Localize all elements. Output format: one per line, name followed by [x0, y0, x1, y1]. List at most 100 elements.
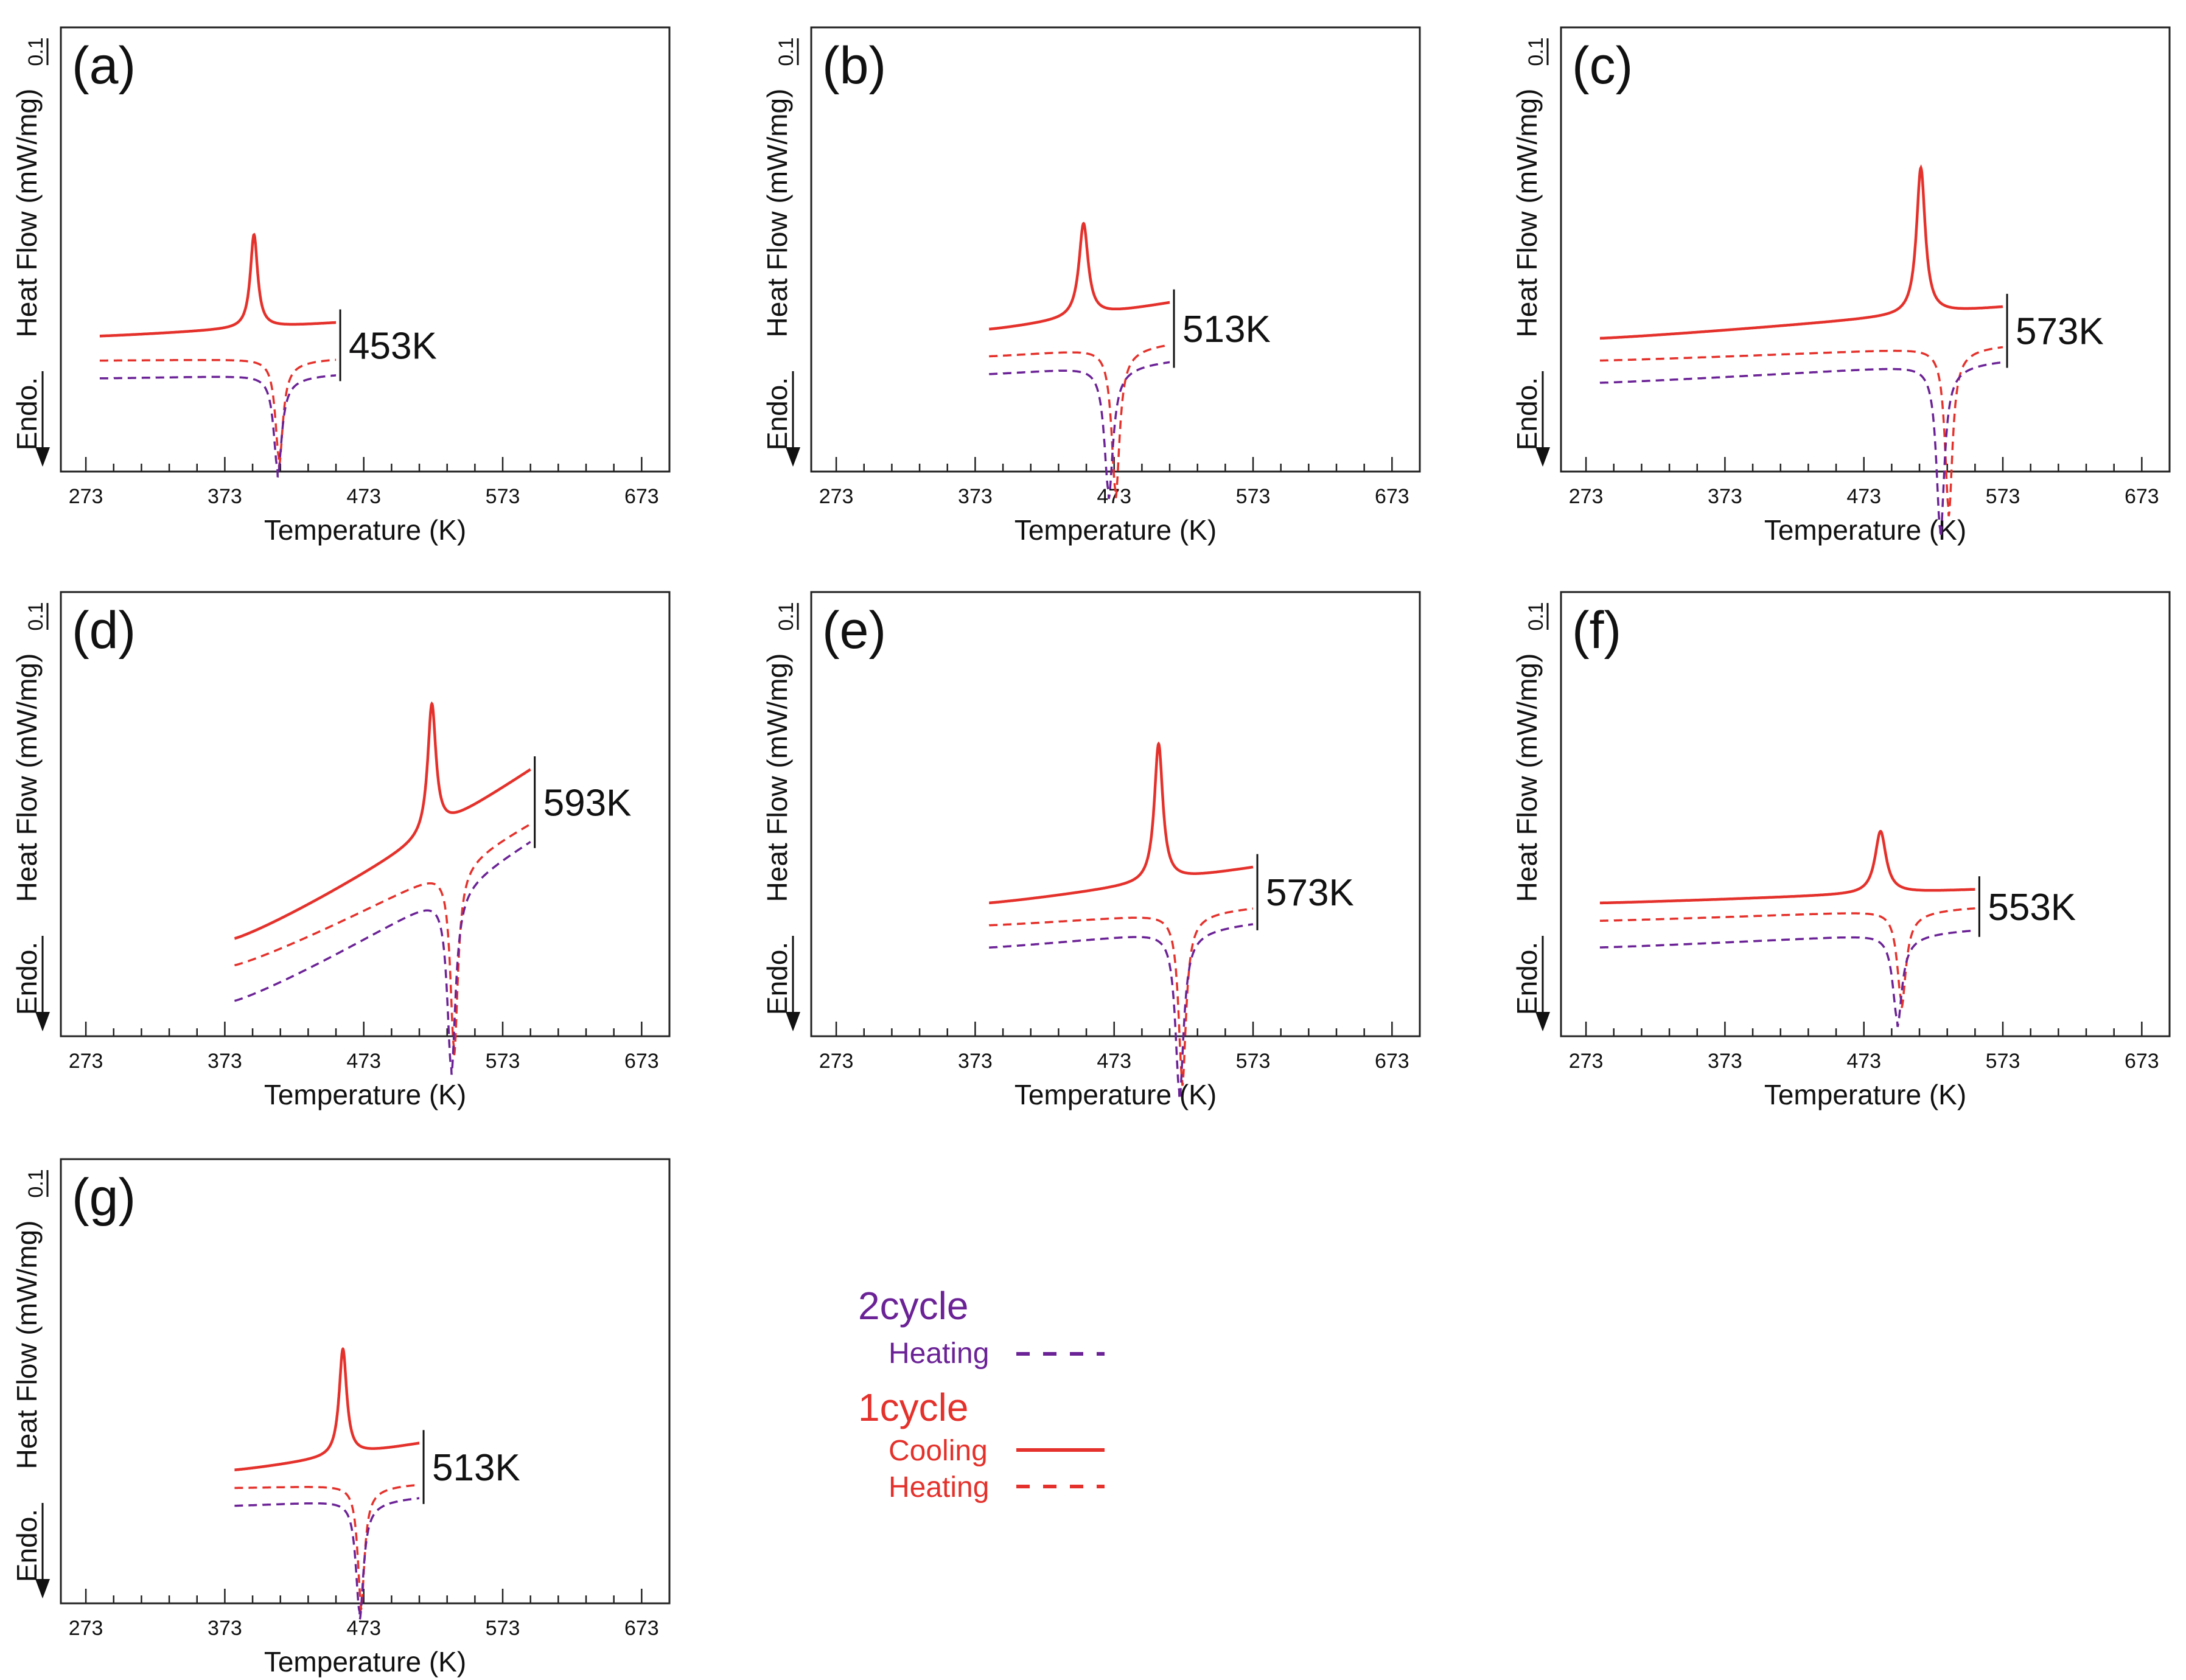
x-tick-label: 673: [1375, 1050, 1409, 1073]
panel-label: (b): [822, 37, 886, 95]
temperature-label: 553K: [1988, 887, 2076, 929]
endo-arrow-icon: [786, 936, 800, 1031]
series-2cycle-heating: [234, 841, 531, 1075]
panel-label: (f): [1572, 601, 1621, 660]
y-axis-label: Heat Flow (mW/mg): [761, 654, 793, 902]
legend-group-1cycle: 1cycle: [858, 1385, 968, 1429]
plot-frame: [60, 26, 671, 473]
x-tick-label: 573: [486, 1050, 520, 1073]
scale-bar: 0.1: [775, 602, 799, 631]
series-2cycle-heating: [1599, 929, 1975, 1027]
x-tick-label: 373: [1708, 485, 1742, 508]
y-axis-label: Heat Flow (mW/mg): [1511, 654, 1543, 902]
endo-arrow-icon: [1535, 936, 1550, 1031]
plot-frame: [1560, 591, 2171, 1037]
scale-bar-label: 0.1: [1524, 602, 1548, 630]
x-tick-label: 473: [346, 485, 381, 508]
y-axis-label: Heat Flow (mW/mg): [11, 1221, 43, 1469]
series-1cycle-cooling: [1599, 164, 2003, 340]
temperature-label: 453K: [349, 325, 437, 367]
series-1cycle-cooling: [234, 1347, 420, 1471]
scale-bar: 0.1: [1524, 37, 1549, 66]
x-tick-label: 373: [1708, 1050, 1742, 1073]
x-tick-label: 673: [2125, 1050, 2159, 1073]
series-1cycle-heating: [99, 358, 337, 470]
endo-label: Endo.: [1511, 377, 1543, 450]
series-1cycle-heating: [988, 907, 1253, 1086]
scale-bar-label: 0.1: [24, 602, 47, 630]
legend-item-1cycle-heating: Heating: [889, 1471, 989, 1504]
x-tick-label: 473: [346, 1617, 381, 1640]
x-tick-label: 373: [208, 1050, 242, 1073]
legend: 2cycle Heating 1cycle Cooling Heating: [858, 1284, 1105, 1504]
endo-arrow-icon: [35, 371, 50, 467]
panel-label: (d): [72, 601, 136, 660]
endo-label: Endo.: [11, 942, 43, 1015]
scale-bar-label: 0.1: [775, 602, 798, 630]
x-tick-label: 573: [1236, 485, 1271, 508]
plot-frame: [1560, 26, 2171, 473]
series-1cycle-cooling: [234, 701, 531, 940]
x-tick-label: 373: [958, 485, 993, 508]
panel-label: (a): [72, 37, 136, 95]
endo-arrow-icon: [1535, 371, 1550, 467]
y-axis-label: Heat Flow (mW/mg): [11, 89, 43, 338]
x-tick-label: 573: [1236, 1050, 1271, 1073]
x-tick-label: 273: [69, 1617, 103, 1640]
series-1cycle-cooling: [989, 741, 1254, 905]
series-2cycle-heating: [989, 361, 1170, 500]
endo-label: Endo.: [11, 1509, 43, 1582]
temperature-label: 513K: [1182, 308, 1271, 350]
panel-e: 273 373 473 573 673 Temperature (K) Heat Flow …: [761, 591, 1421, 1110]
panel-d: 273 373 473 573 673 Temperature (K) Heat Flow …: [11, 591, 671, 1110]
panel-g: 273 373 473 573 673 Temperature (K) Heat Flow …: [11, 1158, 671, 1678]
x-axis-label: Temperature (K): [1764, 1079, 1966, 1110]
endo-label: Endo.: [761, 377, 793, 450]
x-tick-label: 473: [346, 1050, 381, 1073]
x-axis-label: Temperature (K): [264, 1646, 466, 1678]
x-axis-label: Temperature (K): [1014, 514, 1217, 546]
panel-label: (g): [72, 1168, 136, 1227]
x-tick-label: 673: [624, 485, 659, 508]
x-tick-label: 673: [624, 1617, 659, 1640]
panel-label: (e): [822, 601, 886, 660]
x-tick-label: 273: [69, 1050, 103, 1073]
series-1cycle-cooling: [1599, 829, 1975, 905]
x-tick-label: 373: [208, 485, 242, 508]
x-tick-label: 473: [1846, 1050, 1881, 1073]
series-1cycle-heating: [234, 1483, 419, 1614]
panel-c: 273 373 473 573 673 Temperature (K) Heat Flow …: [1511, 26, 2171, 546]
scale-bar: 0.1: [24, 602, 49, 631]
x-tick-label: 373: [208, 1617, 242, 1640]
temperature-label: 593K: [543, 782, 632, 824]
x-axis-label: Temperature (K): [264, 514, 466, 546]
series-1cycle-cooling: [99, 232, 337, 338]
endo-arrow-icon: [35, 1503, 50, 1598]
plot-frame: [810, 26, 1421, 473]
endo-arrow-icon: [786, 371, 800, 467]
x-tick-label: 473: [1846, 485, 1881, 508]
x-tick-label: 373: [958, 1050, 993, 1073]
temperature-label: 573K: [2016, 311, 2104, 353]
y-axis-label: Heat Flow (mW/mg): [1511, 89, 1543, 338]
x-axis-label: Temperature (K): [1764, 514, 1966, 546]
plot-frame: [60, 1158, 671, 1605]
x-axis-label: Temperature (K): [1014, 1079, 1217, 1110]
series-2cycle-heating: [99, 374, 337, 478]
series-2cycle-heating: [1599, 361, 2003, 537]
x-tick-label: 273: [819, 485, 854, 508]
x-tick-label: 573: [1986, 1050, 2020, 1073]
x-tick-label: 273: [1569, 1050, 1604, 1073]
series-1cycle-heating: [234, 823, 531, 1056]
x-tick-label: 473: [1097, 1050, 1131, 1073]
series-1cycle-heating: [989, 344, 1170, 498]
scale-bar-label: 0.1: [24, 37, 47, 66]
x-tick-label: 673: [1375, 485, 1409, 508]
x-tick-label: 673: [2125, 485, 2159, 508]
y-axis-label: Heat Flow (mW/mg): [11, 654, 43, 902]
legend-group-2cycle: 2cycle: [858, 1284, 968, 1328]
endo-arrow-icon: [35, 936, 50, 1031]
scale-bar: 0.1: [24, 37, 49, 66]
